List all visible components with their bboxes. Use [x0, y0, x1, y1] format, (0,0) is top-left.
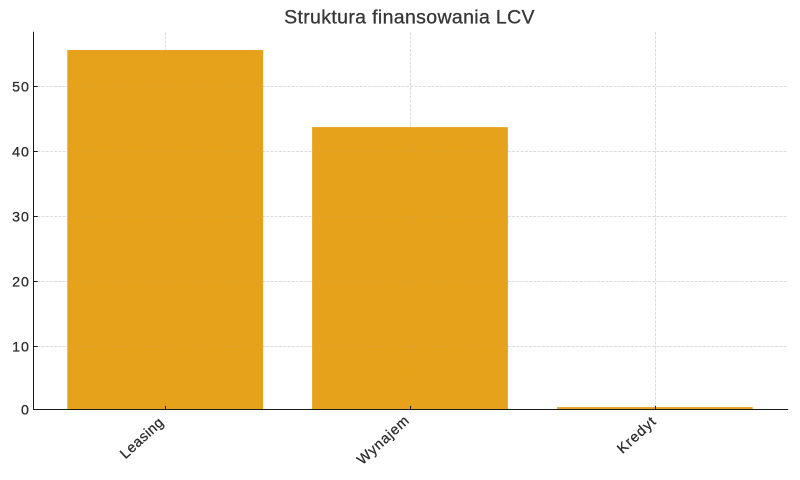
svg-text:20: 20	[12, 275, 30, 291]
svg-text:0: 0	[21, 403, 30, 419]
svg-text:30: 30	[12, 210, 30, 226]
svg-text:50: 50	[12, 80, 30, 96]
svg-text:10: 10	[12, 340, 30, 356]
svg-text:40: 40	[12, 145, 30, 161]
svg-text:Struktura finansowania LCV: Struktura finansowania LCV	[284, 7, 535, 29]
